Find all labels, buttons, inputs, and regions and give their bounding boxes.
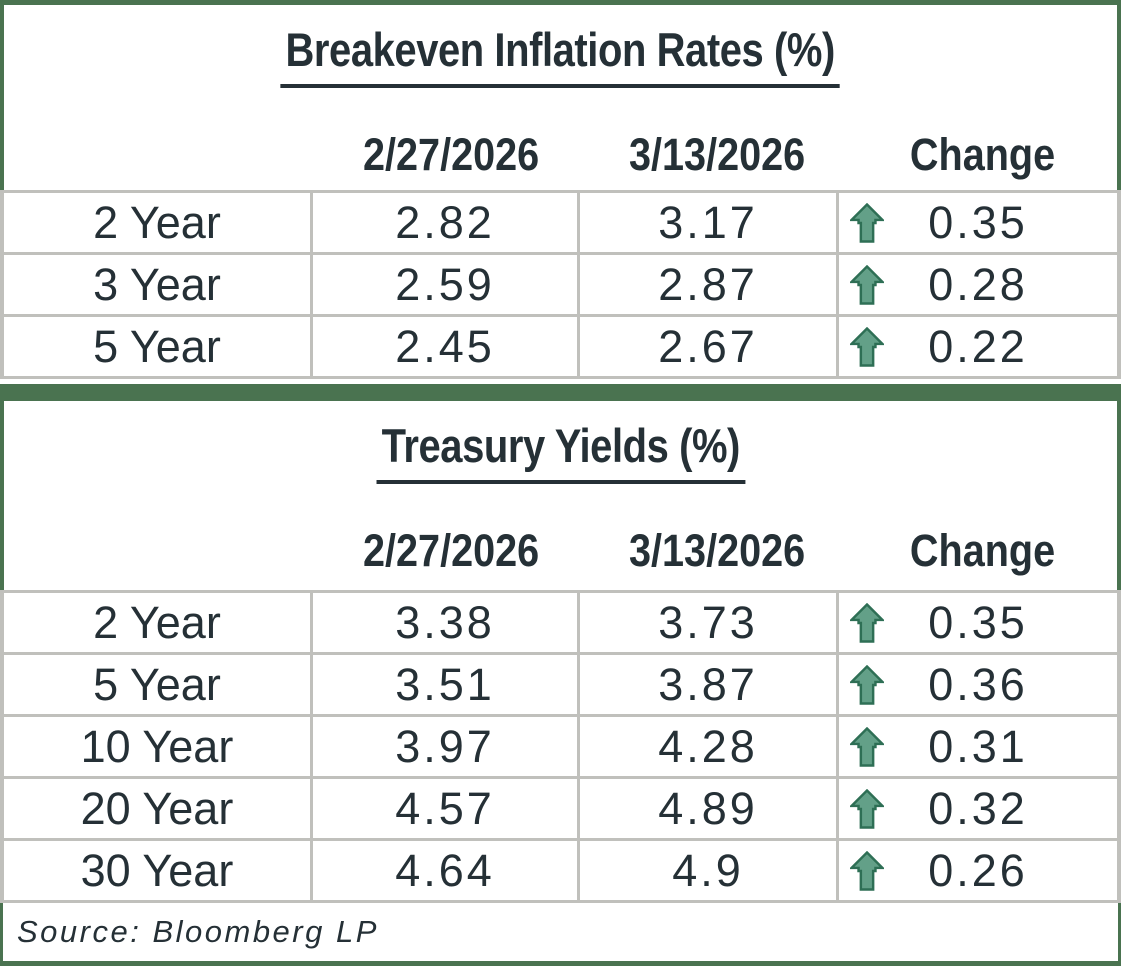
- table-row: 20 Year 4.57 4.89 0.32: [0, 779, 1121, 842]
- row-label: 30 Year: [4, 841, 313, 901]
- treasury-table-title: Treasury Yields (%): [376, 418, 745, 484]
- source-note: Source: Bloomberg LP: [17, 914, 379, 950]
- value-change-cell: 0.32: [839, 779, 1117, 838]
- up-arrow-icon: [848, 264, 886, 305]
- table-row: 10 Year 3.97 4.28 0.31: [0, 717, 1121, 780]
- table-separator-band: [0, 383, 1121, 401]
- treasury-column-headers: 2/27/2026 3/13/2026 Change: [4, 501, 1117, 587]
- value-change-cell: 0.28: [839, 255, 1117, 314]
- value-prev: 2.45: [313, 317, 580, 376]
- value-prev: 3.97: [313, 717, 580, 777]
- row-label: 5 Year: [4, 655, 313, 715]
- value-prev: 3.38: [313, 593, 580, 653]
- value-prev: 4.57: [313, 779, 580, 839]
- value-change-cell: 0.22: [839, 317, 1117, 376]
- column-header-date-2: 3/13/2026: [628, 524, 806, 576]
- source-row: Source: Bloomberg LP: [0, 903, 1121, 962]
- value-curr: 4.89: [580, 779, 839, 839]
- row-label: 10 Year: [4, 717, 313, 777]
- table-row: 5 Year 2.45 2.67 0.22: [0, 317, 1121, 379]
- value-change: 0.26: [928, 844, 1028, 896]
- breakeven-table-header-zone: Breakeven Inflation Rates (%) 2/27/2026 …: [0, 0, 1121, 190]
- column-header-change: Change: [909, 524, 1056, 576]
- up-arrow-icon: [848, 202, 886, 243]
- value-prev: 3.51: [313, 655, 580, 715]
- value-change-cell: 0.36: [839, 655, 1117, 714]
- value-change: 0.22: [928, 320, 1028, 372]
- value-curr: 3.73: [580, 593, 839, 653]
- value-curr: 3.87: [580, 655, 839, 715]
- row-label: 20 Year: [4, 779, 313, 839]
- value-change-cell: 0.31: [839, 717, 1117, 776]
- treasury-table-header-zone: Treasury Yields (%) 2/27/2026 3/13/2026 …: [0, 400, 1121, 591]
- row-label: 2 Year: [4, 193, 313, 252]
- value-curr: 4.28: [580, 717, 839, 777]
- value-change: 0.32: [928, 782, 1028, 834]
- breakeven-data-grid: 2 Year 2.82 3.17 0.35 3 Year 2.59 2.87 0…: [0, 190, 1121, 379]
- up-arrow-icon: [848, 726, 886, 767]
- value-curr: 3.17: [580, 193, 839, 252]
- bottom-border-bar: [0, 961, 1121, 966]
- column-header-date-1: 2/27/2026: [362, 524, 540, 576]
- value-prev: 2.82: [313, 193, 580, 252]
- value-change: 0.35: [928, 196, 1028, 248]
- up-arrow-icon: [848, 850, 886, 891]
- value-change-cell: 0.35: [839, 193, 1117, 252]
- value-change: 0.35: [928, 596, 1028, 648]
- value-prev: 4.64: [313, 841, 580, 901]
- value-change: 0.28: [928, 258, 1028, 310]
- up-arrow-icon: [848, 788, 886, 829]
- row-label: 3 Year: [4, 255, 313, 314]
- value-change: 0.31: [928, 720, 1028, 772]
- table-row: 30 Year 4.64 4.9 0.26: [0, 841, 1121, 904]
- value-change-cell: 0.35: [839, 593, 1117, 652]
- row-label: 2 Year: [4, 593, 313, 653]
- breakeven-title-wrap: Breakeven Inflation Rates (%): [4, 5, 1117, 105]
- column-header-date-1: 2/27/2026: [362, 129, 540, 180]
- up-arrow-icon: [848, 326, 886, 367]
- value-curr: 2.87: [580, 255, 839, 314]
- header-spacer: [4, 577, 316, 587]
- treasury-title-wrap: Treasury Yields (%): [4, 401, 1117, 501]
- value-curr: 4.9: [580, 841, 839, 901]
- breakeven-table-title: Breakeven Inflation Rates (%): [280, 22, 841, 88]
- table-row: 5 Year 3.51 3.87 0.36: [0, 655, 1121, 718]
- up-arrow-icon: [848, 602, 886, 643]
- treasury-data-grid: 2 Year 3.38 3.73 0.35 5 Year 3.51 3.87 0…: [0, 590, 1121, 904]
- white-gap: [0, 379, 1121, 384]
- table-row: 2 Year 2.82 3.17 0.35: [0, 193, 1121, 255]
- table-row: 2 Year 3.38 3.73 0.35: [0, 593, 1121, 656]
- value-change: 0.36: [928, 658, 1028, 710]
- value-prev: 2.59: [313, 255, 580, 314]
- breakeven-column-headers: 2/27/2026 3/13/2026 Change: [4, 105, 1117, 191]
- column-header-change: Change: [909, 129, 1056, 180]
- row-label: 5 Year: [4, 317, 313, 376]
- up-arrow-icon: [848, 664, 886, 705]
- table-row: 3 Year 2.59 2.87 0.28: [0, 255, 1121, 317]
- value-change-cell: 0.26: [839, 841, 1117, 900]
- column-header-date-2: 3/13/2026: [628, 129, 806, 180]
- value-curr: 2.67: [580, 317, 839, 376]
